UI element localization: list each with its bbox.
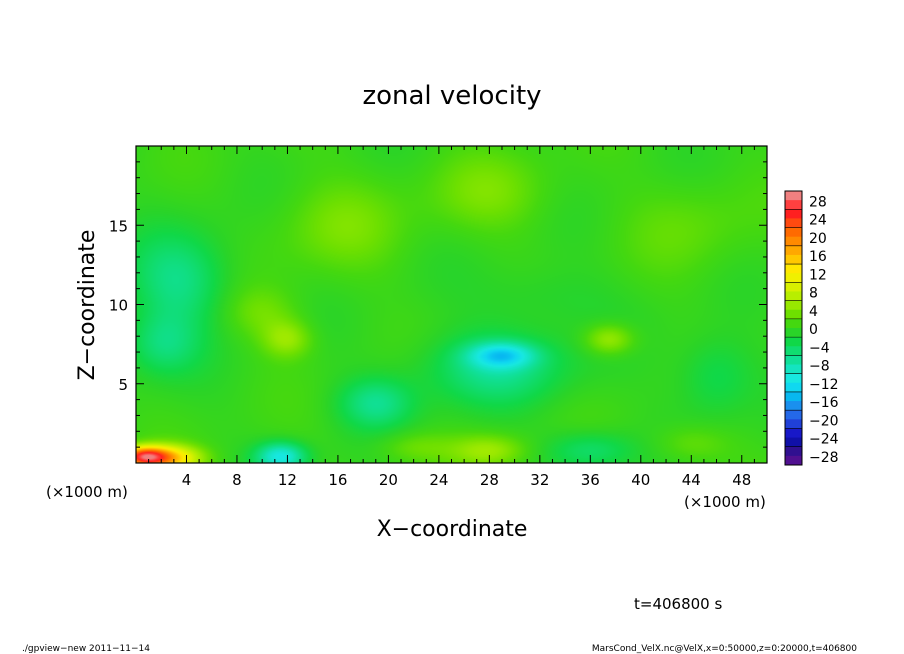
colorbar-swatch — [785, 355, 802, 366]
colorbar-label: −12 — [809, 377, 839, 393]
colorbar-swatch — [785, 273, 802, 283]
x-tick-label: 4 — [182, 471, 192, 489]
colorbar-swatch — [785, 309, 802, 320]
x-tick-label: 44 — [682, 471, 701, 489]
x-tick-label: 28 — [480, 471, 499, 489]
colorbar-label: −24 — [809, 432, 839, 448]
colorbar-swatch — [785, 455, 802, 466]
colorbar-swatch — [785, 318, 802, 329]
colorbar-swatch — [785, 428, 802, 439]
colorbar-label: −28 — [809, 450, 839, 466]
colorbar-swatch — [785, 300, 802, 311]
velocity-field — [136, 146, 767, 463]
y-axis-title: Z−coordinate — [75, 230, 100, 381]
footer-right-text: MarsCond_VelX.nc@VelX,x=0:50000,z=0:2000… — [592, 644, 857, 654]
y-tick-label: 15 — [109, 217, 128, 235]
y-axis: 5 10 15 — [109, 161, 767, 448]
colorbar: 28 24 20 16 12 8 4 0 −4 −8 −12 −16 −20 −24 −28 — [784, 190, 839, 466]
x-tick-label: 20 — [379, 471, 398, 489]
colorbar-label: 20 — [809, 231, 827, 247]
x-tick-label: 16 — [328, 471, 347, 489]
x-tick-label: 32 — [530, 471, 549, 489]
colorbar-swatch — [785, 328, 802, 338]
colorbar-label: −8 — [809, 359, 830, 375]
colorbar-swatch — [785, 227, 802, 238]
colorbar-swatch — [785, 437, 802, 448]
colorbar-swatch — [785, 391, 802, 402]
colorbar-label: −4 — [809, 340, 830, 356]
colorbar-swatch — [785, 410, 802, 420]
colorbar-swatch — [785, 254, 802, 265]
colorbar-swatch — [785, 346, 802, 356]
colorbar-swatch — [785, 282, 802, 292]
x-tick-label: 36 — [581, 471, 600, 489]
colorbar-swatch — [785, 218, 802, 229]
x-tick-label: 24 — [429, 471, 448, 489]
colorbar-swatch — [785, 245, 802, 256]
colorbar-swatch — [785, 291, 802, 302]
colorbar-label: 4 — [809, 304, 818, 320]
colorbar-swatch — [785, 200, 802, 210]
x-tick-label: 48 — [732, 471, 751, 489]
x-axis: 4 8 12 16 20 24 28 32 36 40 44 48 — [148, 146, 755, 489]
colorbar-label: −16 — [809, 395, 839, 411]
colorbar-label: 24 — [809, 213, 827, 229]
chart-title: zonal velocity — [362, 81, 541, 111]
colorbar-swatch — [785, 382, 802, 393]
x-tick-label: 40 — [631, 471, 650, 489]
colorbar-swatch — [785, 401, 802, 411]
colorbar-swatch — [785, 419, 802, 429]
x-tick-label: 8 — [232, 471, 242, 489]
colorbar-label: 8 — [809, 286, 818, 302]
colorbar-label: 28 — [809, 194, 827, 210]
colorbar-label: 0 — [809, 322, 818, 338]
colorbar-swatch — [785, 264, 802, 274]
x-unit-label-right: (×1000 m) — [684, 493, 766, 511]
x-unit-label-left: (×1000 m) — [46, 483, 128, 501]
y-tick-label: 10 — [109, 297, 128, 315]
colorbar-label: 12 — [809, 267, 827, 283]
footer-left-text: ./gpview−new 2011−11−14 — [22, 644, 150, 654]
colorbar-swatch — [785, 446, 802, 457]
colorbar-swatch — [785, 236, 802, 247]
x-tick-label: 12 — [278, 471, 297, 489]
colorbar-swatch — [785, 337, 802, 347]
colorbar-swatch — [785, 209, 802, 219]
y-tick-label: 5 — [118, 376, 128, 394]
colorbar-label: −20 — [809, 413, 839, 429]
x-axis-title: X−coordinate — [377, 517, 528, 542]
colorbar-swatch — [785, 364, 802, 375]
colorbar-swatch — [785, 191, 802, 201]
time-label: t=406800 s — [634, 595, 722, 613]
colorbar-label: 16 — [809, 249, 827, 265]
colorbar-swatch — [785, 373, 802, 384]
